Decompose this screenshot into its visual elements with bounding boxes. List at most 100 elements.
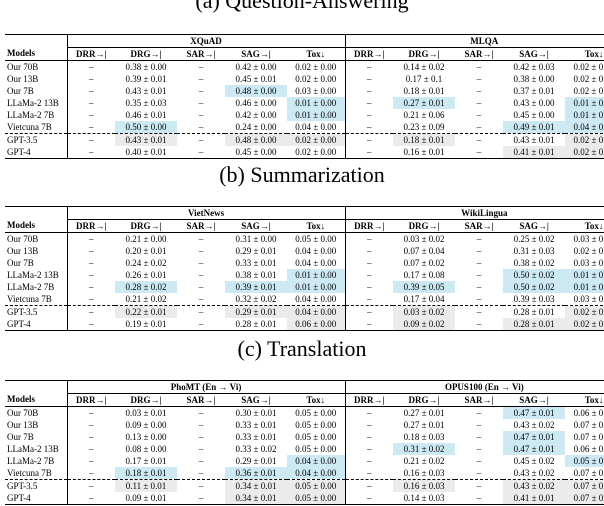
metric-cell: 0.17 ± 0.1	[405, 73, 443, 84]
column-header: DRG→|	[115, 219, 177, 233]
metric-cell: 0.45 ± 0.01	[235, 73, 277, 84]
metric-cell: 0.01 ± 0.00	[287, 281, 346, 293]
metric-cell: 0.48 ± 0.00	[225, 85, 287, 97]
metric-cell: 0.17 ± 0.08	[403, 269, 445, 280]
metric-cell: –	[198, 293, 204, 304]
metric-cell: 0.31 ± 0.00	[235, 233, 277, 244]
metric-cell: –	[177, 479, 225, 492]
table-row: Our 70B – 0.03 ± 0.01 – 0.30 ± 0.01 0.05 ± 0.…	[5, 406, 604, 419]
metric-cell: –	[198, 431, 204, 442]
table-row: Vietcuna 7B – 0.21 ± 0.02 – 0.32 ± 0.02 0.04 …	[5, 293, 604, 306]
metric-cell: 0.01 ± 0.00	[287, 109, 346, 121]
column-header: SAG→|	[503, 393, 566, 407]
metric-cell: 0.43 ± 0.01	[125, 85, 167, 96]
table-row: GPT-4–0.09 ± 0.01–0.34 ± 0.01 0.05 ± 0.00…	[5, 492, 604, 505]
metric-cell: 0.43 ± 0.01	[115, 133, 177, 146]
metric-cell: –	[89, 467, 94, 478]
metric-cell: 0.47 ± 0.01	[503, 406, 566, 419]
metric-cell: –	[198, 85, 204, 96]
table-row: LLaMa-2 13B – 0.26 ± 0.01 – 0.38 ± 0.01 0.01 …	[5, 269, 604, 281]
metric-cell: –	[367, 467, 372, 478]
metric-cell: –	[367, 443, 372, 454]
metric-cell: –	[367, 233, 372, 244]
column-header: SAR→|	[177, 219, 225, 233]
metric-cell: 0.47 ± 0.01	[503, 431, 566, 443]
model-name: GPT-3.5	[5, 133, 68, 146]
metric-cell: 0.04 ± 0.00	[565, 121, 604, 134]
metric-cell: –	[476, 293, 482, 304]
metric-cell: 0.28 ± 0.01	[225, 318, 287, 331]
model-name: Our 13B	[5, 419, 68, 431]
metric-cell: –	[367, 269, 372, 280]
column-header: DRG→|	[115, 47, 177, 61]
table-row: Our 13B – 0.20 ± 0.01 – 0.29 ± 0.01 0.04 ± 0.…	[5, 245, 604, 257]
metric-cell: 0.01 ± 0.00	[287, 269, 346, 281]
metric-cell: 0.46 ± 0.01	[125, 109, 167, 120]
metric-cell: –	[67, 133, 115, 146]
metric-cell: 0.25 ± 0.02	[513, 233, 555, 244]
metric-cell: 0.27 ± 0.01	[403, 407, 445, 418]
metric-cell: 0.47 ± 0.01	[503, 443, 566, 455]
metric-cell: 0.11 ± 0.01	[115, 479, 177, 492]
model-name: LLaMa-2 7B	[5, 109, 68, 121]
column-header: Tox↓	[565, 47, 604, 61]
metric-cell: –	[476, 431, 482, 442]
metric-cell: 0.01 ± 0.00	[565, 109, 604, 121]
metric-cell: 0.43 ± 0.00	[513, 97, 555, 108]
column-header: DRR→|	[67, 47, 115, 61]
column-header: DRG→|	[393, 393, 456, 407]
table-row: GPT-3.5–0.22 ± 0.01–0.29 ± 0.01 0.04 ± 0.…	[5, 305, 604, 318]
metric-cell: 0.03 ± 0.01	[125, 407, 167, 418]
metric-cell: 0.34 ± 0.01	[225, 479, 287, 492]
table-row: LLaMa-2 7B – 0.46 ± 0.01 – 0.42 ± 0.00 0.01 ±…	[5, 109, 604, 121]
column-header: Tox↓	[565, 219, 604, 233]
metric-cell: 0.33 ± 0.02	[235, 443, 277, 454]
table-row: Vietcuna 7B – 0.50 ± 0.00 – 0.24 ± 0.00 0.04 …	[5, 121, 604, 134]
metric-cell: 0.05 ± 0.00	[287, 443, 346, 455]
metric-cell: –	[476, 73, 482, 84]
metric-cell: 0.02 ± 0.00	[565, 318, 604, 331]
metric-cell: 0.29 ± 0.01	[235, 245, 277, 256]
metric-cell: 0.05 ± 0.00	[565, 455, 604, 467]
metric-cell: 0.04 ± 0.00	[287, 121, 346, 134]
column-header: DRR→|	[345, 47, 394, 61]
metric-cell: 0.40 ± 0.01	[115, 146, 177, 159]
metric-cell: –	[345, 479, 394, 492]
metric-cell: 0.36 ± 0.01	[225, 467, 287, 480]
metric-cell: –	[367, 293, 372, 304]
metric-cell: –	[89, 73, 94, 84]
metric-cell: 0.07 ± 0.00	[565, 492, 604, 505]
metric-cell: –	[367, 245, 372, 256]
metric-cell: 0.43 ± 0.02	[503, 479, 566, 492]
metric-cell: 0.17 ± 0.01	[125, 455, 167, 466]
model-name: GPT-4	[5, 492, 68, 505]
metric-cell: 0.29 ± 0.01	[235, 455, 277, 466]
metric-cell: 0.09 ± 0.01	[115, 492, 177, 505]
metric-cell: –	[89, 97, 94, 108]
metric-cell: –	[89, 233, 94, 244]
metric-cell: –	[67, 479, 115, 492]
column-header: Tox↓	[287, 47, 346, 61]
metric-cell: 0.20 ± 0.01	[125, 245, 167, 256]
model-name: LLaMa-2 7B	[5, 281, 68, 293]
metric-cell: –	[367, 85, 372, 96]
model-name: Our 7B	[5, 85, 68, 97]
metric-cell: –	[367, 73, 372, 84]
metric-cell: –	[89, 293, 94, 304]
metric-cell: 0.06 ± 0.00	[573, 407, 604, 418]
table-row: GPT-4–0.40 ± 0.01–0.45 ± 0.00 0.02 ± 0.00…	[5, 146, 604, 159]
metric-cell: 0.02 ± 0.00	[573, 85, 604, 96]
model-name: Vietcuna 7B	[5, 121, 68, 134]
model-name: Vietcuna 7B	[5, 293, 68, 306]
column-header: Models	[5, 393, 68, 407]
metric-cell: –	[67, 146, 115, 159]
column-header: DRR→|	[67, 219, 115, 233]
column-header: SAR→|	[455, 393, 504, 407]
metric-cell: –	[455, 318, 504, 331]
metric-cell: 0.05 ± 0.00	[287, 419, 346, 431]
metric-cell: 0.05 ± 0.00	[287, 431, 346, 443]
metric-cell: 0.03 ± 0.00	[287, 85, 346, 97]
metric-cell: 0.03 ± 0.00	[573, 257, 604, 268]
table-row: Our 70B – 0.38 ± 0.00 – 0.42 ± 0.00 0.02 ± 0.…	[5, 60, 604, 73]
column-header: DRR→|	[345, 393, 394, 407]
